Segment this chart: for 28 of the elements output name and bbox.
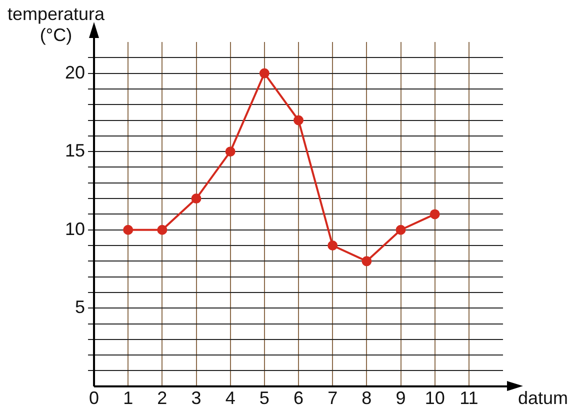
x-tick-label: 4 [225, 388, 236, 408]
point [430, 209, 440, 220]
x-tick-label: 8 [362, 388, 372, 408]
x-tick-label: 11 [460, 388, 478, 408]
point [328, 240, 338, 251]
x-tick-label: 5 [259, 388, 270, 408]
point [225, 146, 236, 157]
x-tick-label: 3 [191, 388, 202, 408]
x-tick-label: 2 [157, 388, 168, 408]
x-tick-label: 9 [396, 388, 406, 408]
point [362, 256, 372, 266]
point [191, 194, 202, 204]
point [123, 224, 134, 235]
x-tick-label: 1 [123, 388, 134, 408]
x-tick-label: 7 [328, 388, 338, 408]
point [396, 224, 406, 235]
y-axis-title: temperatura (°C) [6, 4, 106, 46]
y-tick-label: 15 [64, 140, 86, 161]
point [294, 115, 304, 126]
y-tick-label: 20 [64, 62, 86, 82]
x-tick-label: 0 [89, 388, 100, 408]
y-tick-label: 5 [75, 297, 86, 318]
x-axis-title: datum [518, 388, 568, 409]
point [259, 68, 270, 78]
x-tick-label: 10 [424, 388, 445, 408]
point [157, 224, 168, 235]
y-tick-label: 10 [64, 218, 86, 239]
x-tick-label: 6 [294, 388, 304, 408]
